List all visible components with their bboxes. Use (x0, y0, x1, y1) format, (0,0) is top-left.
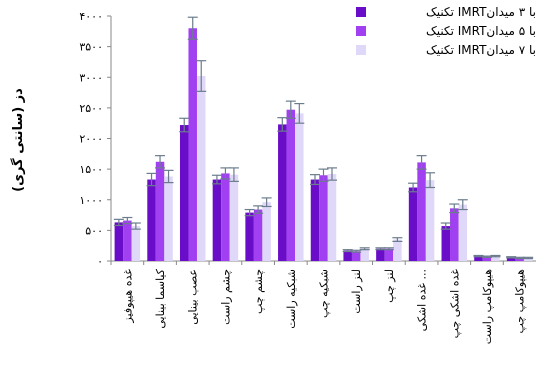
bar (450, 208, 459, 261)
x-tick-label: کیاسما بینایی (154, 268, 167, 328)
bar (253, 209, 263, 261)
x-tick-label: غده اشکی ... (416, 269, 429, 331)
y-tick-label: ۲۰۰۰ (79, 133, 103, 146)
x-tick-label: لنز چپ (383, 269, 396, 303)
x-tick-label: غده اشکی چپ (448, 269, 461, 339)
y-axis-label: دز (سانتی گری) (10, 88, 26, 192)
bar (506, 257, 516, 261)
bar (515, 257, 524, 261)
bar (286, 109, 296, 262)
bar (164, 176, 173, 261)
legend: تکنیک IMRTبا ۳ میدان تکنیک IMRTبا ۵ میدان… (356, 5, 536, 57)
legend-swatch (356, 7, 366, 17)
bar (360, 248, 369, 261)
bar (123, 220, 132, 261)
bar (327, 174, 337, 261)
legend-label: تکنیک IMRTبا ۷ میدان (426, 43, 536, 57)
y-tick-label: ۱۰۰۰ (79, 194, 103, 207)
x-tick-label: چشم چپ (252, 269, 265, 314)
y-tick-label: ۵۰۰ (85, 224, 103, 237)
bar (482, 256, 492, 261)
error-bars (113, 16, 534, 260)
y-ticks: ۰ ۵۰۰ ۱۰۰۰ ۱۵۰۰ ۲۰۰۰ ۲۵۰۰ ۳۰۰۰ ۳۵۰۰ ۴۰۰۰ (79, 10, 111, 268)
y-tick-label: ۴۰۰۰ (79, 10, 103, 23)
legend-swatch (356, 45, 366, 55)
legend-label: تکنیک IMRTبا ۳ میدان (426, 5, 536, 19)
bar (351, 251, 361, 261)
y-tick-label: ۲۵۰۰ (79, 102, 103, 115)
bar (441, 226, 451, 261)
bar (408, 187, 418, 261)
x-tick-label: هیپوکامپ چپ (514, 269, 527, 334)
x-tick-label: شبکیه چپ (318, 269, 331, 318)
bar (393, 239, 402, 261)
y-tick-label: ۳۵۰۰ (79, 41, 103, 54)
bar (131, 226, 141, 261)
bar (425, 180, 435, 261)
y-tick-label: ۱۵۰۰ (79, 163, 103, 176)
bar (319, 175, 328, 261)
bar (310, 179, 320, 261)
x-tick-label: عصب بینایی (187, 269, 200, 325)
x-tick-label: هیپوکامپ راست (481, 269, 494, 344)
bar (376, 248, 385, 261)
bar (221, 173, 230, 261)
bar (523, 257, 533, 261)
bar (278, 124, 287, 261)
bar (491, 256, 500, 261)
bar (179, 125, 189, 262)
y-axis-label-group: دز (سانتی گری) (10, 88, 26, 192)
bar (188, 28, 197, 261)
bar (262, 202, 271, 261)
y-tick-label: ۳۰۰۰ (79, 71, 103, 84)
bar (212, 179, 222, 261)
bar (458, 204, 468, 261)
x-tick-label: غده هیپوفیز (121, 269, 134, 324)
bar (384, 248, 394, 261)
x-tick-label: چشم راست (219, 269, 232, 325)
bar (245, 212, 254, 261)
bar (147, 179, 156, 261)
y-tick-label: ۰ (97, 255, 103, 268)
bars (114, 28, 533, 262)
x-labels: غده هیپوفیز کیاسما بینایی عصب بینایی چشم را… (110, 261, 527, 344)
bar (229, 174, 239, 261)
legend-swatch (356, 26, 366, 36)
x-tick-label: شبکیه راست (285, 269, 298, 329)
bar (417, 162, 426, 261)
bar (343, 250, 352, 261)
x-tick-label: لنز راست (350, 269, 363, 314)
bar (114, 222, 124, 261)
bar (295, 113, 304, 261)
bar (155, 161, 165, 261)
bar (196, 76, 206, 262)
legend-label: تکنیک IMRTبا ۵ میدان (426, 24, 536, 38)
bar (474, 256, 483, 261)
